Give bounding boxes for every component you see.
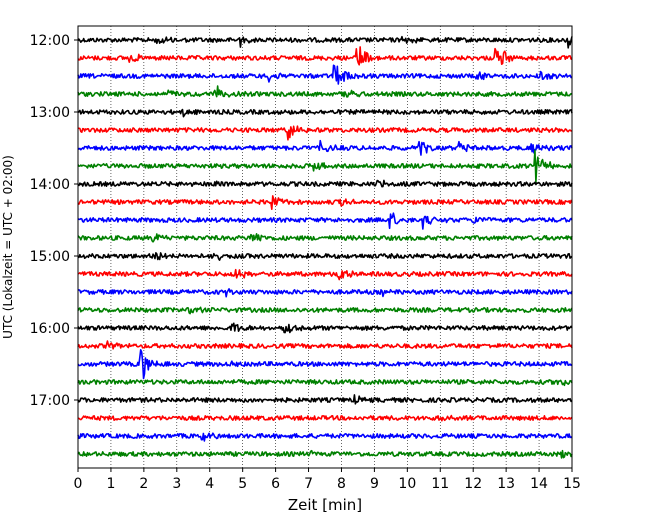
trace-1715 [77, 414, 573, 422]
y-tick-label: 12:00 [30, 33, 70, 49]
x-tick-label: 3 [172, 476, 181, 492]
trace-1415 [77, 195, 573, 211]
x-tick-label: 12 [464, 476, 482, 492]
x-tick-label: 4 [205, 476, 214, 492]
trace-1200 [77, 35, 573, 49]
trace-1430 [77, 212, 573, 230]
x-tick-label: 6 [271, 476, 280, 492]
x-tick-label: 1 [106, 476, 115, 492]
x-tick-label: 14 [530, 476, 548, 492]
y-axis-label: UTC (Lokalzeit = UTC + 02:00) [1, 155, 15, 339]
trace-1400 [77, 179, 573, 188]
trace-1315 [77, 125, 573, 141]
x-tick-label: 7 [304, 476, 313, 492]
trace-1500 [77, 252, 573, 261]
x-axis-label: Zeit [min] [288, 496, 362, 514]
trace-1730 [77, 432, 573, 442]
x-tick-label: 10 [398, 476, 416, 492]
y-tick-label: 13:00 [30, 105, 70, 121]
x-tick-label: 13 [497, 476, 515, 492]
trace-1700 [77, 394, 573, 405]
trace-1515 [77, 268, 573, 281]
trace-1215 [77, 46, 573, 66]
y-tick-label: 16:00 [30, 321, 70, 337]
trace-1230 [77, 64, 573, 85]
x-axis-ticks: 0 1 2 3 4 5 6 7 8 9 10 11 12 13 14 15 [74, 468, 581, 492]
y-tick-label: 14:00 [30, 177, 70, 193]
x-tick-label: 15 [563, 476, 581, 492]
trace-1445 [77, 233, 573, 243]
trace-1545 [77, 306, 573, 315]
x-tick-label: 0 [74, 476, 83, 492]
trace-1300 [77, 108, 573, 118]
x-tick-label: 9 [370, 476, 379, 492]
y-axis-ticks: 12:00 13:00 14:00 15:00 16:00 17:00 [30, 33, 78, 409]
trace-1600 [77, 322, 573, 334]
trace-1330 [77, 139, 573, 156]
x-tick-label: 8 [337, 476, 346, 492]
trace-1245 [77, 85, 573, 98]
y-tick-label: 15:00 [30, 249, 70, 265]
trace-1745 [77, 449, 573, 459]
trace-1345 [77, 149, 573, 183]
trace-1615 [77, 340, 573, 350]
trace-1630 [77, 349, 573, 380]
plot-frame [77, 25, 573, 469]
x-tick-label: 5 [238, 476, 247, 492]
y-tick-label: 17:00 [30, 393, 70, 409]
trace-1645 [77, 379, 573, 387]
x-tick-label: 11 [431, 476, 449, 492]
x-tick-label: 2 [139, 476, 148, 492]
seismic-traces [77, 35, 573, 459]
trace-1530 [77, 288, 573, 298]
